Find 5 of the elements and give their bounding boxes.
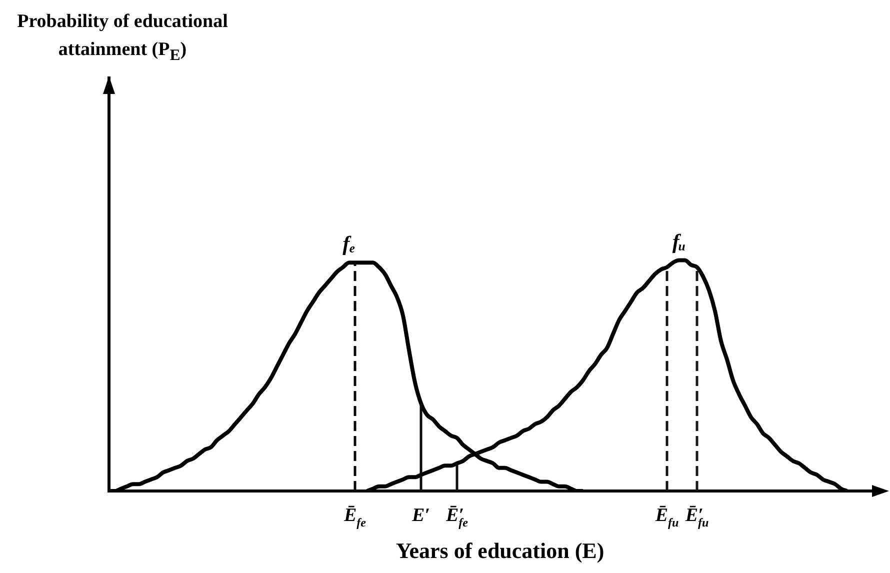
series-label: fₑ (342, 232, 356, 256)
x-axis-title: Years of education (E) (394, 538, 606, 564)
series-label: fᵤ (672, 229, 686, 254)
text: Probability of educational attainment (P$_{E}$) (16, 10, 229, 66)
x-tick-label: E′ (410, 505, 430, 526)
